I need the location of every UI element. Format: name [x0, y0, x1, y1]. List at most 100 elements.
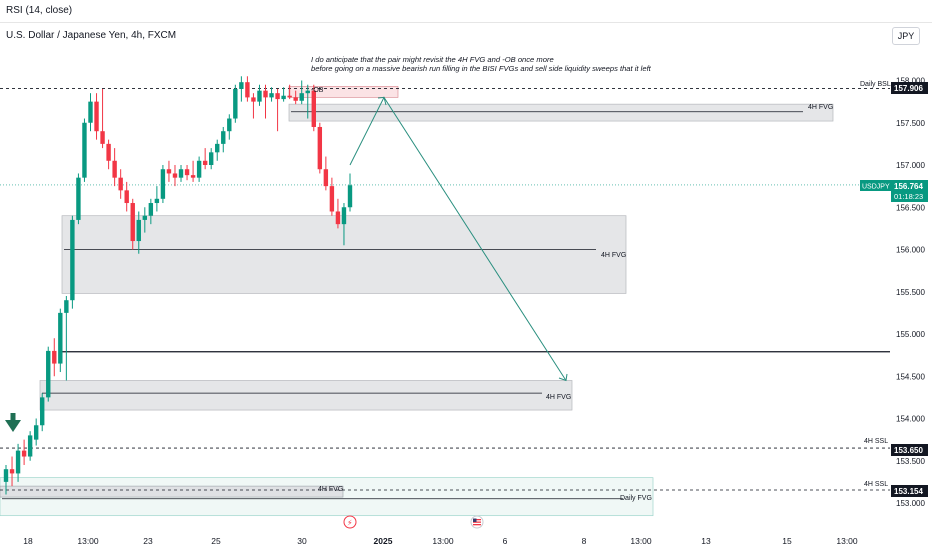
time-tick: 15 — [782, 536, 792, 546]
candle-body — [9, 469, 15, 474]
candle-body — [269, 93, 274, 98]
projection-arrowhead-up — [377, 96, 387, 106]
time-tick: 13:00 — [630, 536, 652, 546]
price-tick: 153.000 — [896, 499, 925, 508]
candle-body — [275, 93, 280, 100]
projection-arrowhead-down — [558, 373, 568, 382]
candle-body — [293, 97, 298, 101]
candle-body — [88, 101, 93, 123]
candle-body — [329, 186, 335, 212]
candle-body — [94, 101, 99, 132]
price-tick: 155.500 — [896, 288, 925, 297]
candle-body — [106, 143, 111, 161]
price-tick: 155.000 — [896, 330, 925, 339]
candle-body — [3, 469, 9, 482]
note-line-1: I do anticipate that the pair might revi… — [311, 55, 554, 64]
candle-body — [160, 169, 166, 199]
candle-body — [257, 90, 262, 102]
candle-body — [112, 160, 117, 178]
ssl-badge-1 — [891, 444, 928, 456]
candle-body — [142, 215, 148, 220]
fvg-label-2: 4H FVG — [601, 252, 626, 259]
countdown-text: 01:18:23 — [894, 192, 923, 201]
bsl-badge — [891, 82, 928, 94]
time-tick: 8 — [582, 536, 587, 546]
note-line-2: before going on a massive bearish run fi… — [311, 64, 651, 73]
ssl-badge-2 — [891, 485, 928, 497]
time-tick: 13:00 — [432, 536, 454, 546]
candle-body — [172, 173, 178, 178]
fvg-label-4: 4H FVG — [318, 486, 343, 493]
flag-icon[interactable] — [470, 515, 484, 529]
candle-body — [70, 219, 75, 301]
price-tick: 157.000 — [896, 161, 925, 170]
candle-body — [341, 207, 347, 225]
indicator-label[interactable]: RSI (14, close) — [6, 5, 73, 16]
candle-body — [82, 122, 87, 178]
candle-body — [221, 131, 226, 144]
candle-body — [347, 185, 353, 208]
indicator-bar: RSI (14, close) — [0, 0, 932, 23]
candle-body — [52, 350, 57, 364]
ob-zone — [288, 86, 399, 98]
time-tick: 6 — [503, 536, 508, 546]
currency-button[interactable]: JPY — [892, 27, 920, 45]
candle-body — [190, 175, 196, 178]
candle-body — [40, 397, 45, 426]
ssl-badge-1-value: 153.650 — [894, 446, 923, 455]
zones-layer — [0, 86, 834, 517]
candle-body — [124, 190, 129, 204]
candle-body — [299, 93, 304, 101]
price-tick: 154.500 — [896, 372, 925, 381]
candle-body — [317, 126, 323, 170]
candle-body — [196, 160, 202, 178]
event-icon-1[interactable]: ⚡ — [343, 515, 357, 529]
projection-layer — [349, 96, 568, 382]
candle-body — [239, 82, 244, 89]
ssl-badge-2-value: 153.154 — [894, 487, 923, 496]
price-tick: 156.500 — [896, 203, 925, 212]
candle-body — [311, 90, 316, 127]
candle-body — [178, 169, 184, 178]
svg-text:⚡: ⚡ — [347, 519, 353, 528]
time-tick: 13:00 — [836, 536, 858, 546]
symbol-title[interactable]: U.S. Dollar / Japanese Yen, 4h, FXCM — [6, 30, 177, 41]
time-tick: 2025 — [374, 536, 393, 546]
candle-body — [136, 219, 141, 242]
price-axis[interactable]: 158.000 157.500 157.000 156.500 156.000 155.5… — [896, 77, 925, 509]
candle-body — [166, 169, 172, 174]
candle-body — [15, 450, 21, 474]
time-tick: 13:00 — [77, 536, 99, 546]
time-tick: 30 — [297, 536, 307, 546]
price-badge — [891, 180, 928, 202]
candle-body — [58, 312, 63, 364]
fvg-label-1: 4H FVG — [808, 104, 833, 111]
price-tick: 153.500 — [896, 457, 925, 466]
candle-body — [335, 211, 341, 225]
time-tick: 18 — [23, 536, 33, 546]
time-axis[interactable]: 18 13:00 23 25 30 2025 13:00 6 8 13:00 13 15 13:00 — [0, 524, 890, 546]
symbol-badge — [860, 180, 891, 191]
bsl-badge-value: 157.906 — [894, 84, 923, 93]
fvg-label-3: 4H FVG — [546, 394, 571, 401]
candle-body — [305, 90, 310, 94]
fvg-zone — [39, 380, 573, 411]
candle-body — [184, 169, 190, 176]
candle-body — [46, 350, 51, 398]
daily-fvg-label: Daily FVG — [620, 495, 652, 502]
candle-body — [208, 152, 214, 165]
candle-body — [281, 95, 286, 100]
candle-body — [233, 88, 238, 119]
candle-body — [100, 131, 105, 144]
candle-body — [21, 450, 27, 457]
candle-body — [245, 82, 250, 98]
down-arrow-icon — [5, 413, 21, 432]
ssl-label-1: 4H SSL — [864, 438, 888, 445]
candle-body — [33, 425, 39, 440]
ssl-label-2: 4H SSL — [864, 481, 888, 488]
time-tick: 23 — [143, 536, 153, 546]
price-badge-value: 156.764 — [894, 182, 923, 191]
candle-body — [287, 95, 292, 98]
daily-bsl-label: Daily BSL — [860, 81, 891, 88]
